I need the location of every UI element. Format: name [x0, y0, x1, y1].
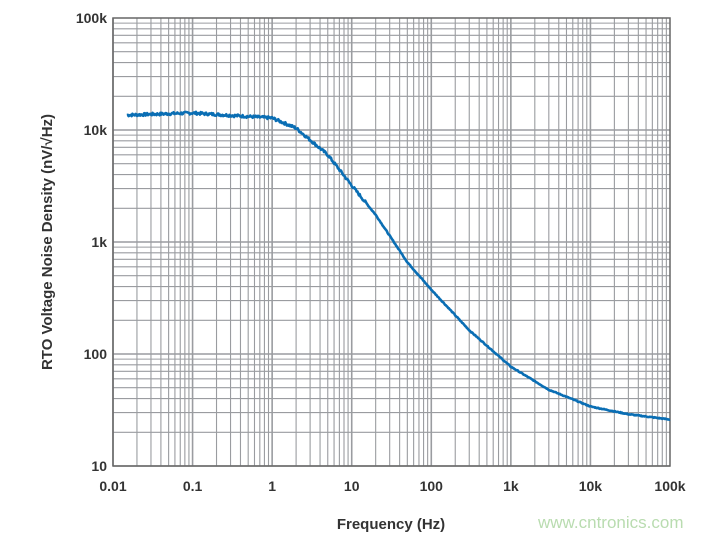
x-tick-label: 100k	[654, 478, 685, 494]
noise-density-line	[126, 110, 671, 421]
x-tick-label: 100	[420, 478, 444, 494]
y-tick-label: 100	[84, 346, 108, 362]
y-tick-labels: 10 100 1k 10k 100k	[76, 10, 107, 474]
plot-frame	[112, 17, 671, 467]
x-tick-labels: 0.01 0.1 1 10 100 1k 10k 100k	[99, 478, 685, 494]
x-tick-label: 10k	[579, 478, 603, 494]
x-tick-label: 0.01	[99, 478, 126, 494]
y-axis-label: RTO Voltage Noise Density (nV/√Hz)	[39, 114, 56, 370]
x-tick-label: 1k	[503, 478, 519, 494]
y-tick-label: 1k	[91, 234, 107, 250]
x-tick-label: 0.1	[183, 478, 203, 494]
x-tick-label: 10	[344, 478, 360, 494]
x-axis-label: Frequency (Hz)	[337, 516, 445, 533]
grid	[112, 18, 670, 467]
y-tick-label: 10k	[84, 122, 108, 138]
y-tick-label: 10	[91, 458, 107, 474]
x-tick-label: 1	[268, 478, 276, 494]
y-tick-label: 100k	[76, 10, 107, 26]
watermark: www.cntronics.com	[538, 513, 684, 532]
